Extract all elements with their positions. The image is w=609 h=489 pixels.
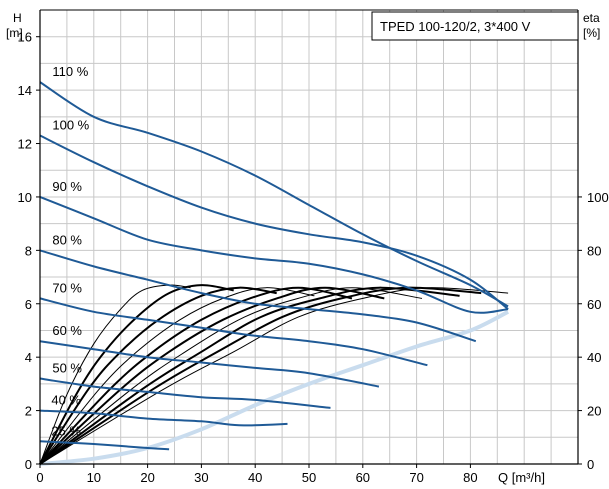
head-curve [39,249,477,343]
efficiency-curve [39,284,234,465]
y-tick-label-left: 4 [25,350,32,365]
head-curve [39,297,428,367]
y-tick-label-left: 6 [25,297,32,312]
head-curves-layer [39,81,509,451]
head-curve [39,340,380,388]
system-curve-layer [39,310,510,466]
title-frame [371,11,579,41]
y-tick-label-right: 100 [587,190,609,205]
x-tick-label: 10 [87,470,101,485]
axes: 0 10 20 30 40 50 60 70 80 0 2 4 6 8 10 12 14 16 0 20 40 60 80 1… [18,9,609,485]
y-tick-label-right: 40 [587,350,601,365]
efficiency-curve [39,287,315,465]
x-tick-label: 60 [356,470,370,485]
x-axis-label: Q [m³/h] [498,470,545,485]
chart-title: TPED 100-120/2, 3*400 V [380,19,531,34]
head-curve-label: 50 % [52,361,82,376]
y-tick-label-right: 20 [587,404,601,419]
head-curve [39,409,288,427]
y-tick-label-left: 12 [18,137,32,152]
grid [39,9,579,465]
head-curve [39,377,331,409]
x-tick-label: 40 [248,470,262,485]
title-box: TPED 100-120/2, 3*400 V [371,11,579,41]
x-tick-label: 70 [409,470,423,485]
y-axis-label-right: eta [583,11,600,25]
y-tick-label-right: 60 [587,297,601,312]
head-curve-label: 70 % [52,280,82,295]
y-tick-label-right: 0 [587,457,594,472]
y-tick-label-right: 80 [587,243,601,258]
head-curve [39,440,170,451]
y-tick-label-left: 0 [25,457,32,472]
x-tick-label: 0 [36,470,43,485]
head-curve-label: 110 % [52,64,88,79]
y-axis-label-left: H [13,11,22,25]
head-curve-label: 60 % [52,323,82,338]
efficiency-curve [39,286,385,465]
x-tick-label: 20 [140,470,154,485]
y-tick-label-left: 8 [25,243,32,258]
head-curve [39,195,509,314]
head-curve-label: 90 % [52,179,82,194]
x-tick-label: 50 [302,470,316,485]
head-curve [39,134,509,310]
efficiency-curve [39,286,460,465]
head-curve-label: 80 % [52,232,82,247]
head-curve [39,81,509,308]
head-curve-label: 25 % [51,423,81,438]
system-curve [39,310,510,466]
curve-labels-layer: 110 % 100 % 90 % 80 % 70 % 60 % 50 % 40 % 25 % [51,64,89,438]
efficiency-curve [39,287,423,465]
y-tick-label-left: 2 [25,404,32,419]
y-tick-label-left: 14 [18,83,32,98]
y-axis-unit-right: [%] [583,26,600,40]
x-tick-label: 80 [463,470,477,485]
head-curve-label: 40 % [51,393,81,408]
y-axis-unit-left: [m] [6,26,23,40]
efficiency-curve [39,287,509,465]
efficiency-curve [39,286,277,465]
y-tick-label-left: 16 [18,30,32,45]
x-tick-label: 30 [194,470,208,485]
head-curve-label: 100 % [52,118,89,133]
efficiency-curve [39,286,353,465]
y-tick-label-left: 10 [18,190,32,205]
